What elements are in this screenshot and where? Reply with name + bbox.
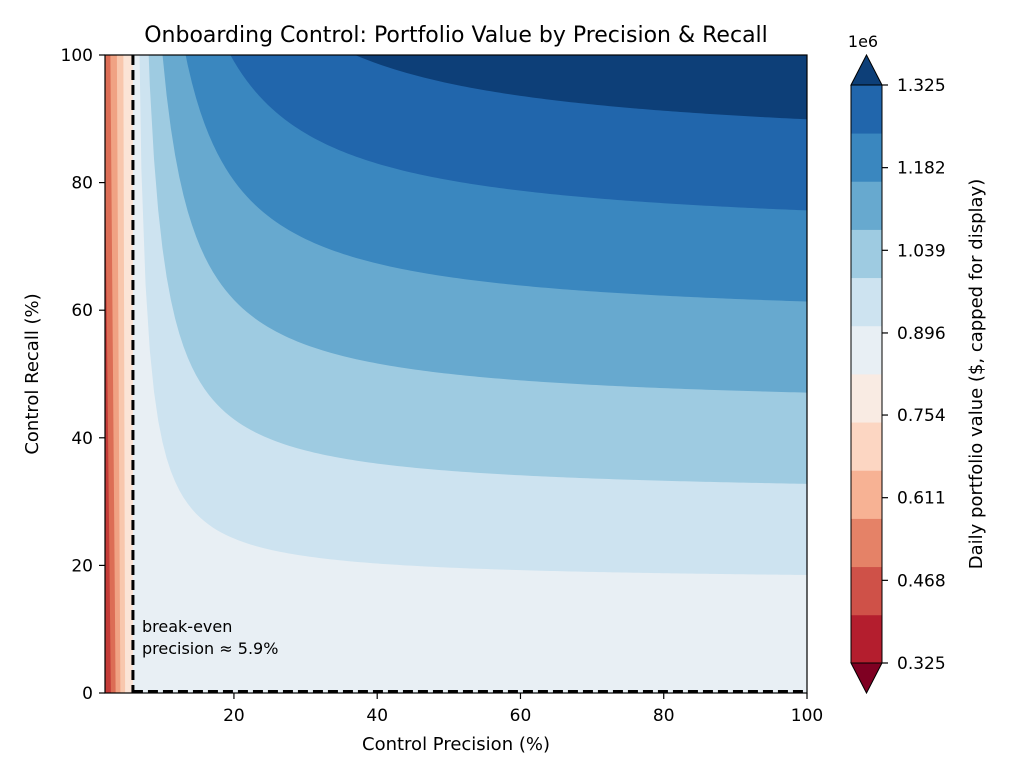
y-tick-label: 60 <box>71 301 93 321</box>
y-tick-label: 20 <box>71 556 93 576</box>
y-tick-label: 0 <box>82 684 93 704</box>
colorbar-tick-label: 0.611 <box>897 489 946 509</box>
y-axis-label: Control Recall (%) <box>22 293 43 454</box>
colorbar-segment <box>851 85 882 134</box>
colorbar-segment <box>851 325 882 375</box>
break-even-annotation-line2: precision ≈ 5.9% <box>142 639 278 658</box>
colorbar-segment <box>851 566 882 616</box>
colorbar-multiplier: 1e6 <box>848 32 878 51</box>
colorbar-tick-label: 1.182 <box>897 159 946 179</box>
x-tick-label: 100 <box>791 706 823 726</box>
colorbar-segment <box>851 374 882 423</box>
plot-frame <box>104 54 808 694</box>
colorbar-segment <box>851 422 882 471</box>
colorbar-segment <box>851 470 882 519</box>
colorbar-tick-label: 1.325 <box>897 76 946 96</box>
colorbar-segment <box>851 229 882 279</box>
colorbar-tick-label: 0.754 <box>897 406 946 426</box>
colorbar-segment <box>851 181 882 230</box>
colorbar-label: Daily portfolio value ($, capped for dis… <box>966 179 987 569</box>
plot-area <box>105 55 807 693</box>
x-axis-label: Control Precision (%) <box>362 734 550 755</box>
colorbar-tick-label: 0.896 <box>897 324 946 344</box>
below-break-even-band <box>105 55 111 693</box>
colorbar-segment <box>851 133 882 182</box>
colorbar-frame <box>850 85 883 663</box>
x-axis: 20 40 60 80 100 <box>223 693 823 726</box>
y-tick-label: 80 <box>71 174 93 194</box>
colorbar-extend-max <box>850 53 883 86</box>
contour-band <box>355 55 807 120</box>
colorbar-segment <box>851 614 882 664</box>
colorbar-tick-label: 1.039 <box>897 241 946 261</box>
colorbar-segment <box>851 518 882 568</box>
x-tick-label: 20 <box>223 706 245 726</box>
break-even-annotation-line1: break-even <box>142 617 232 636</box>
y-tick-label: 40 <box>71 429 93 449</box>
colorbar: 0.325 0.468 0.611 0.754 0.896 1.039 1.182 1.325 <box>850 53 946 695</box>
colorbar-tick-label: 0.468 <box>897 571 946 591</box>
colorbar-extend-min <box>850 662 883 695</box>
colorbar-tick-label: 0.325 <box>897 654 946 674</box>
x-tick-label: 40 <box>366 706 388 726</box>
y-tick-label: 100 <box>61 46 93 66</box>
colorbar-segment <box>851 277 882 327</box>
x-tick-label: 80 <box>653 706 675 726</box>
chart-title: Onboarding Control: Portfolio Value by P… <box>144 23 768 48</box>
x-tick-label: 60 <box>510 706 532 726</box>
y-axis: 0 20 40 60 80 100 <box>61 46 105 704</box>
